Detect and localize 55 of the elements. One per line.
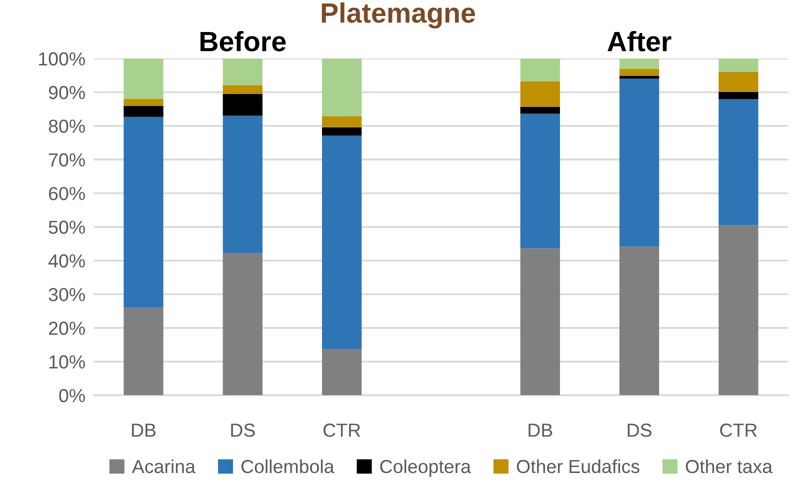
bar [222,85,262,94]
y-tick-label: 60% [49,186,85,200]
y-tick-label: 0% [59,388,85,402]
x-tick-label: DS [628,424,652,437]
bar [718,99,758,226]
bar [718,58,758,72]
bar [619,76,660,79]
bar [520,81,560,107]
text: After [608,30,672,52]
x-tick-label: CTR [324,424,360,437]
x-tick-label: DB [132,424,156,437]
y-tick-label: 40% [48,254,85,268]
bar [124,308,164,396]
y-tick-label: 70% [49,153,85,167]
y-tick-label: 100% [39,52,85,66]
legend-label: Other taxa [686,459,773,474]
bar [520,248,560,396]
bar [322,349,362,396]
bar [322,136,362,350]
bar [520,58,560,82]
text: Before [200,30,286,52]
legend-label: Acarina [132,459,196,474]
y-tick-label: 90% [48,86,85,100]
bar [124,106,164,117]
bar [520,106,560,114]
bar [718,72,758,92]
legend-label: Coleoptera [380,459,472,477]
y-tick-label: 10% [50,355,85,369]
bar [222,116,262,254]
bar [520,114,560,248]
bar [718,92,758,100]
bar [619,78,660,247]
bar [718,225,758,396]
bar [322,58,362,116]
y-tick-label: 30% [48,288,85,302]
bar [124,98,164,106]
legend-label: Collembola [241,459,334,474]
bar [619,58,660,69]
bar [222,58,262,86]
x-tick-label: CTR [720,424,757,437]
bar [619,69,660,76]
x-tick-label: DB [528,424,552,437]
bar [124,58,164,99]
y-tick-label: 20% [49,322,85,335]
y-tick-label: 80% [48,120,85,133]
legend-label: Other Eudafics [516,459,640,474]
bar [124,116,164,308]
chart-title: Platemagne [322,2,476,28]
bar [222,94,262,116]
x-tick-label: DS [231,424,255,437]
bar [619,246,660,396]
bar [322,127,362,136]
y-tick-label: 50% [48,220,85,234]
bar [222,253,262,396]
bar [322,116,362,128]
